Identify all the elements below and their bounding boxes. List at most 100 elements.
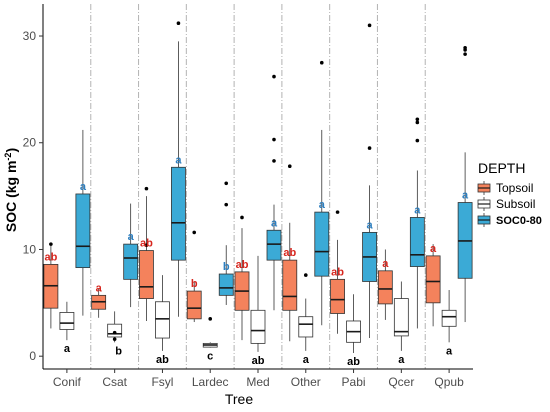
outlier-point <box>415 138 420 143</box>
box-other-soc0-80 <box>314 60 330 326</box>
box-lardec-soc0-80 <box>218 181 234 305</box>
box-pabi-subsoil <box>346 294 361 353</box>
box-qpub-soc0-80 <box>457 45 473 323</box>
legend-entry: Topsoil <box>477 181 533 195</box>
box-csat-topsoil <box>91 288 107 318</box>
outlier-point <box>272 74 276 79</box>
significance-letter: a <box>382 258 389 270</box>
outlier-point <box>367 23 372 28</box>
box-iqr <box>139 250 154 299</box>
outlier-point <box>415 120 420 125</box>
legend: DEPTH Topsoil Subsoil SOC0-80 <box>477 160 542 227</box>
box-qpub-topsoil <box>425 244 441 327</box>
significance-letter: ab <box>347 356 360 368</box>
outlier-point <box>463 52 467 56</box>
axes: 0 10 20 30 Conif Csat Fsyl Lardec Med Other Pabi Qc… <box>23 4 473 389</box>
box-lardec-subsoil <box>202 317 218 348</box>
y-tick-label: 10 <box>23 242 37 256</box>
x-tick-label: Fsyl <box>151 375 173 389</box>
legend-entry: Subsoil <box>477 197 535 211</box>
outlier-point <box>144 243 149 247</box>
significance-letter: a <box>398 354 405 366</box>
outlier-point <box>463 48 467 52</box>
y-axis-title: SOC (kg m-2) <box>3 148 19 232</box>
box-csat-soc0-80 <box>123 203 139 308</box>
significance-letter: a <box>414 204 421 216</box>
significance-letter: a <box>271 217 278 229</box>
y-tick-label: 30 <box>23 29 37 43</box>
box-iqr <box>330 278 345 314</box>
box-conif-soc0-80 <box>75 129 91 316</box>
box-fsyl-topsoil <box>139 186 154 321</box>
box-iqr <box>59 312 75 330</box>
box-lardec-topsoil <box>186 230 202 323</box>
series-topsoil <box>43 164 441 342</box>
significance-letter: a <box>366 219 373 231</box>
outlier-point <box>176 21 181 26</box>
box-series <box>43 21 473 353</box>
box-iqr <box>218 273 234 296</box>
significance-letter: b <box>191 278 198 290</box>
box-iqr <box>250 309 266 344</box>
legend-entry: SOC0-80 <box>477 213 542 227</box>
box-conif-topsoil <box>43 242 59 329</box>
box-csat-subsoil <box>107 311 123 343</box>
box-qcer-soc0-80 <box>409 117 425 329</box>
x-tick-label: Conif <box>53 375 82 389</box>
series-soc0-80 <box>75 21 473 339</box>
box-pabi-topsoil <box>330 210 345 334</box>
box-iqr <box>282 259 298 311</box>
significance-letter: c <box>207 351 213 363</box>
significance-letter: ab <box>236 259 249 271</box>
outlier-point <box>272 137 276 142</box>
x-tick-label: Other <box>291 375 321 389</box>
box-other-topsoil <box>282 164 298 342</box>
legend-label: Topsoil <box>496 181 533 195</box>
outlier-point <box>49 242 53 246</box>
box-iqr <box>393 298 409 337</box>
box-iqr <box>314 211 330 277</box>
significance-letter: ab <box>252 355 265 367</box>
legend-title: DEPTH <box>478 160 525 176</box>
significance-letter: a <box>64 343 71 355</box>
x-tick-label: Qpub <box>434 375 464 389</box>
box-fsyl-soc0-80 <box>171 21 186 317</box>
legend-label: Subsoil <box>496 197 535 211</box>
box-conif-subsoil <box>59 301 75 341</box>
significance-letter: a <box>446 345 453 357</box>
significance-letter: a <box>462 190 469 202</box>
box-iqr <box>409 217 425 267</box>
significance-letter: a <box>128 231 135 243</box>
box-qcer-subsoil <box>393 281 409 351</box>
outlier-point <box>367 146 372 150</box>
significance-letter: ab <box>44 251 57 263</box>
box-iqr <box>123 243 139 280</box>
x-tick-label: Med <box>246 375 269 389</box>
significance-letter: ab <box>283 247 296 259</box>
significance-letter: a <box>319 199 326 211</box>
box-qpub-subsoil <box>441 290 457 343</box>
outlier-point <box>287 164 292 169</box>
outlier-point <box>224 181 229 186</box>
box-iqr <box>425 255 441 304</box>
y-tick-label: 20 <box>23 136 37 150</box>
outlier-point <box>112 337 117 341</box>
x-tick-label: Csat <box>102 375 127 389</box>
outlier-point <box>303 273 308 277</box>
x-tick-label: Pabi <box>342 375 366 389</box>
outlier-point <box>272 159 276 163</box>
box-med-subsoil <box>250 255 266 352</box>
significance-letter: a <box>303 354 310 366</box>
significance-letter: b <box>223 261 230 273</box>
significance-letter: b <box>115 345 122 357</box>
x-tick-label: Lardec <box>192 375 229 389</box>
box-pabi-soc0-80 <box>362 23 377 339</box>
box-iqr <box>155 301 170 339</box>
box-iqr <box>441 309 457 327</box>
box-iqr <box>377 270 393 305</box>
box-med-topsoil <box>234 215 250 341</box>
box-iqr <box>75 193 91 269</box>
significance-letter: a <box>80 181 87 193</box>
significance-letter: ab <box>156 354 169 366</box>
outlier-point <box>112 330 117 335</box>
